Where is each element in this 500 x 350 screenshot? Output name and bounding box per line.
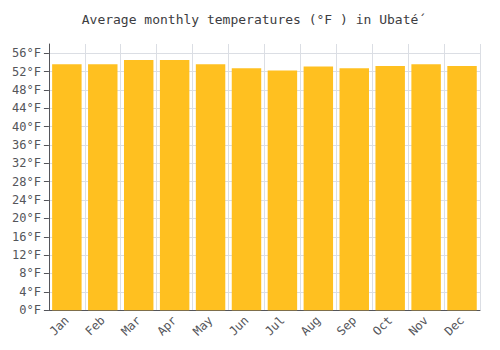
svg-text:Feb: Feb bbox=[83, 313, 108, 338]
svg-text:Dec: Dec bbox=[442, 313, 467, 338]
svg-text:32°F: 32°F bbox=[12, 156, 41, 170]
svg-text:Jul: Jul bbox=[262, 313, 287, 338]
svg-text:0°F: 0°F bbox=[19, 303, 41, 317]
svg-text:12°F: 12°F bbox=[12, 248, 41, 262]
svg-text:16°F: 16°F bbox=[12, 230, 41, 244]
svg-text:Jan: Jan bbox=[47, 313, 72, 338]
svg-text:Apr: Apr bbox=[154, 313, 179, 338]
svg-text:Aug: Aug bbox=[298, 313, 323, 338]
svg-text:May: May bbox=[190, 313, 215, 338]
svg-text:40°F: 40°F bbox=[12, 120, 41, 134]
svg-text:Jun: Jun bbox=[226, 313, 251, 338]
svg-text:Average monthly temperatures (: Average monthly temperatures (°F ) in Ub… bbox=[82, 12, 426, 27]
svg-text:56°F: 56°F bbox=[12, 46, 41, 60]
svg-text:24°F: 24°F bbox=[12, 193, 41, 207]
svg-text:4°F: 4°F bbox=[19, 285, 41, 299]
svg-text:36°F: 36°F bbox=[12, 138, 41, 152]
svg-text:Oct: Oct bbox=[370, 313, 395, 338]
svg-text:Sep: Sep bbox=[334, 313, 359, 338]
svg-text:52°F: 52°F bbox=[12, 65, 41, 79]
svg-text:48°F: 48°F bbox=[12, 83, 41, 97]
svg-text:Mar: Mar bbox=[118, 313, 143, 338]
svg-text:8°F: 8°F bbox=[19, 266, 41, 280]
svg-text:20°F: 20°F bbox=[12, 211, 41, 225]
svg-text:Nov: Nov bbox=[406, 313, 431, 338]
svg-text:44°F: 44°F bbox=[12, 101, 41, 115]
svg-text:28°F: 28°F bbox=[12, 175, 41, 189]
